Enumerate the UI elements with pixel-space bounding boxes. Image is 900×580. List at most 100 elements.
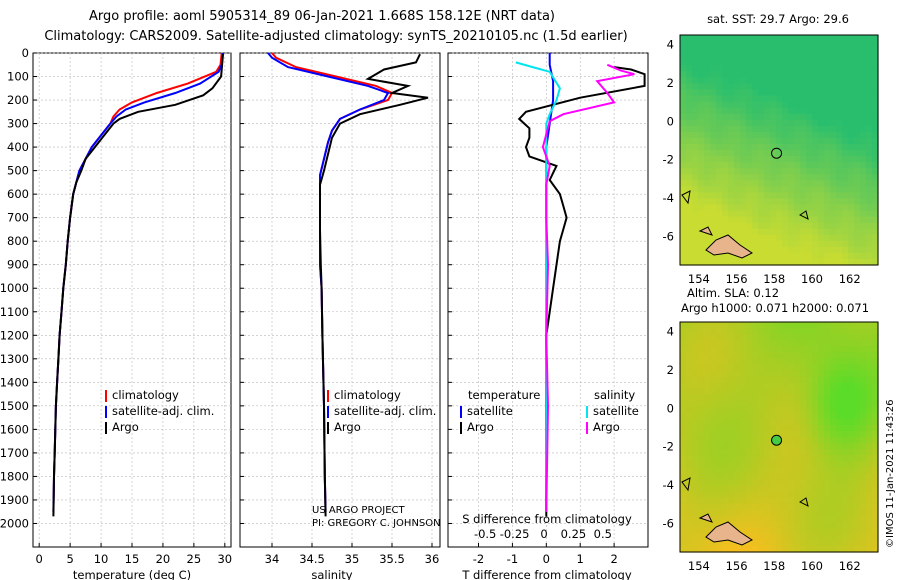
map-cell — [758, 449, 765, 456]
map-cell — [680, 346, 687, 353]
map-cell — [764, 65, 771, 72]
map-cell — [752, 394, 759, 402]
map-cell — [704, 364, 711, 372]
map-cell — [836, 35, 843, 42]
imos-credit: ©IMOS 11-Jan-2021 11:43:26 — [885, 400, 896, 548]
map-cell — [830, 533, 837, 541]
map-cell — [680, 192, 687, 200]
map-cell — [686, 258, 693, 266]
map-cell — [800, 467, 807, 474]
map-cell — [824, 515, 831, 523]
map-cell — [770, 406, 777, 414]
map-cell — [782, 162, 789, 169]
map-cell — [692, 509, 699, 517]
map-cell — [800, 174, 807, 181]
map-cell — [830, 162, 837, 169]
map-cell — [824, 101, 831, 109]
map-cell — [692, 41, 699, 48]
map-cell — [848, 497, 855, 505]
map-cell — [818, 449, 825, 456]
map-cell — [824, 539, 831, 547]
map-cell — [728, 174, 735, 181]
map-cell — [704, 437, 711, 444]
map-cell — [794, 258, 801, 266]
map-cell — [788, 467, 795, 474]
map-cell — [806, 497, 813, 505]
map-cell — [776, 473, 783, 480]
map-cell — [680, 156, 687, 163]
map-cell — [740, 509, 747, 517]
map-cell — [794, 101, 801, 109]
map-cell — [704, 467, 711, 474]
map-cell — [680, 198, 687, 206]
map-cell — [746, 418, 753, 426]
map-cell — [764, 113, 771, 121]
map-cell — [770, 35, 777, 42]
map-cell — [830, 430, 837, 438]
map-cell — [788, 364, 795, 372]
map-cell — [692, 252, 699, 260]
map-cell — [860, 340, 867, 347]
map-cell — [818, 89, 825, 97]
map-cell — [746, 59, 753, 66]
map-cell — [842, 521, 849, 529]
map-cell — [794, 216, 801, 224]
map-cell — [728, 162, 735, 169]
map-cell — [734, 394, 741, 402]
map-lon-label: 160 — [801, 559, 823, 573]
map-cell — [686, 370, 693, 378]
map-cell — [752, 240, 759, 248]
map-cell — [716, 328, 723, 335]
map-cell — [824, 119, 831, 127]
map-cell — [866, 41, 873, 48]
map-cell — [704, 95, 711, 103]
map-cell — [758, 497, 765, 505]
map-cell — [746, 527, 753, 535]
map-cell — [842, 430, 849, 438]
map-cell — [866, 527, 873, 535]
map-cell — [680, 53, 687, 60]
map-cell — [716, 150, 723, 157]
map-cell — [752, 174, 759, 181]
map-cell — [830, 246, 837, 254]
map-cell — [728, 216, 735, 224]
legend-label-t-argo: Argo — [467, 420, 494, 434]
map-cell — [698, 252, 705, 260]
map-cell — [758, 443, 765, 450]
map-cell — [866, 322, 873, 329]
map-cell — [788, 192, 795, 200]
map-cell — [752, 418, 759, 426]
map-cell — [716, 83, 723, 91]
map-cell — [686, 443, 693, 450]
map-cell — [866, 539, 873, 547]
map-cell — [824, 204, 831, 212]
map-cell — [770, 461, 777, 468]
map-cell — [854, 467, 861, 474]
map-cell — [692, 437, 699, 444]
map-cell — [752, 521, 759, 529]
map-cell — [794, 527, 801, 535]
map-cell — [812, 59, 819, 66]
map-cell — [758, 137, 765, 145]
map-cell — [788, 95, 795, 103]
map-cell — [686, 240, 693, 248]
map-cell — [692, 473, 699, 480]
map-cell — [854, 424, 861, 432]
map-cell — [842, 216, 849, 224]
map-cell — [860, 376, 867, 384]
map-cell — [848, 204, 855, 212]
map-cell — [680, 113, 687, 121]
map-cell — [848, 346, 855, 353]
map-cell — [848, 334, 855, 341]
map-cell — [698, 449, 705, 456]
map-cell — [710, 216, 717, 224]
map-cell — [764, 41, 771, 48]
map-cell — [824, 424, 831, 432]
map-cell — [776, 192, 783, 200]
map-cell — [800, 240, 807, 248]
map-cell — [812, 168, 819, 175]
map-cell — [770, 539, 777, 547]
map-cell — [758, 35, 765, 42]
map-cell — [740, 71, 747, 78]
map-cell — [812, 246, 819, 254]
